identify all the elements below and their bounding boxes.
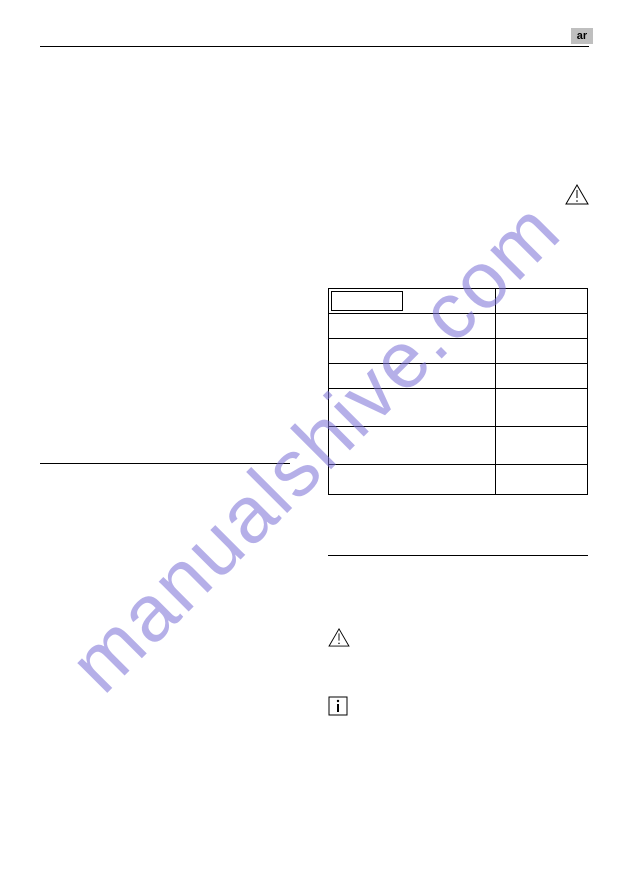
table-cell [329,339,496,364]
language-badge: ar [571,28,593,44]
table-cell [495,427,587,465]
table-cell [495,389,587,427]
warning-triangle-icon [328,628,350,647]
table-cell [495,314,587,339]
table-cell [329,427,496,465]
section-rule-left [40,463,290,464]
table-cell [329,465,496,495]
warning-triangle-icon [565,184,589,205]
table-nested-cell [331,291,403,311]
table-cell [495,339,587,364]
header-rule [40,46,589,47]
information-box-icon [328,696,348,716]
table-cell [495,364,587,389]
spec-table [328,288,588,495]
section-rule-right [328,555,588,556]
table-cell [329,314,496,339]
table-cell [495,465,587,495]
table-cell [329,389,496,427]
table-cell [329,364,496,389]
document-page: ar manualshive.com [0,0,629,893]
table-cell [495,289,587,314]
